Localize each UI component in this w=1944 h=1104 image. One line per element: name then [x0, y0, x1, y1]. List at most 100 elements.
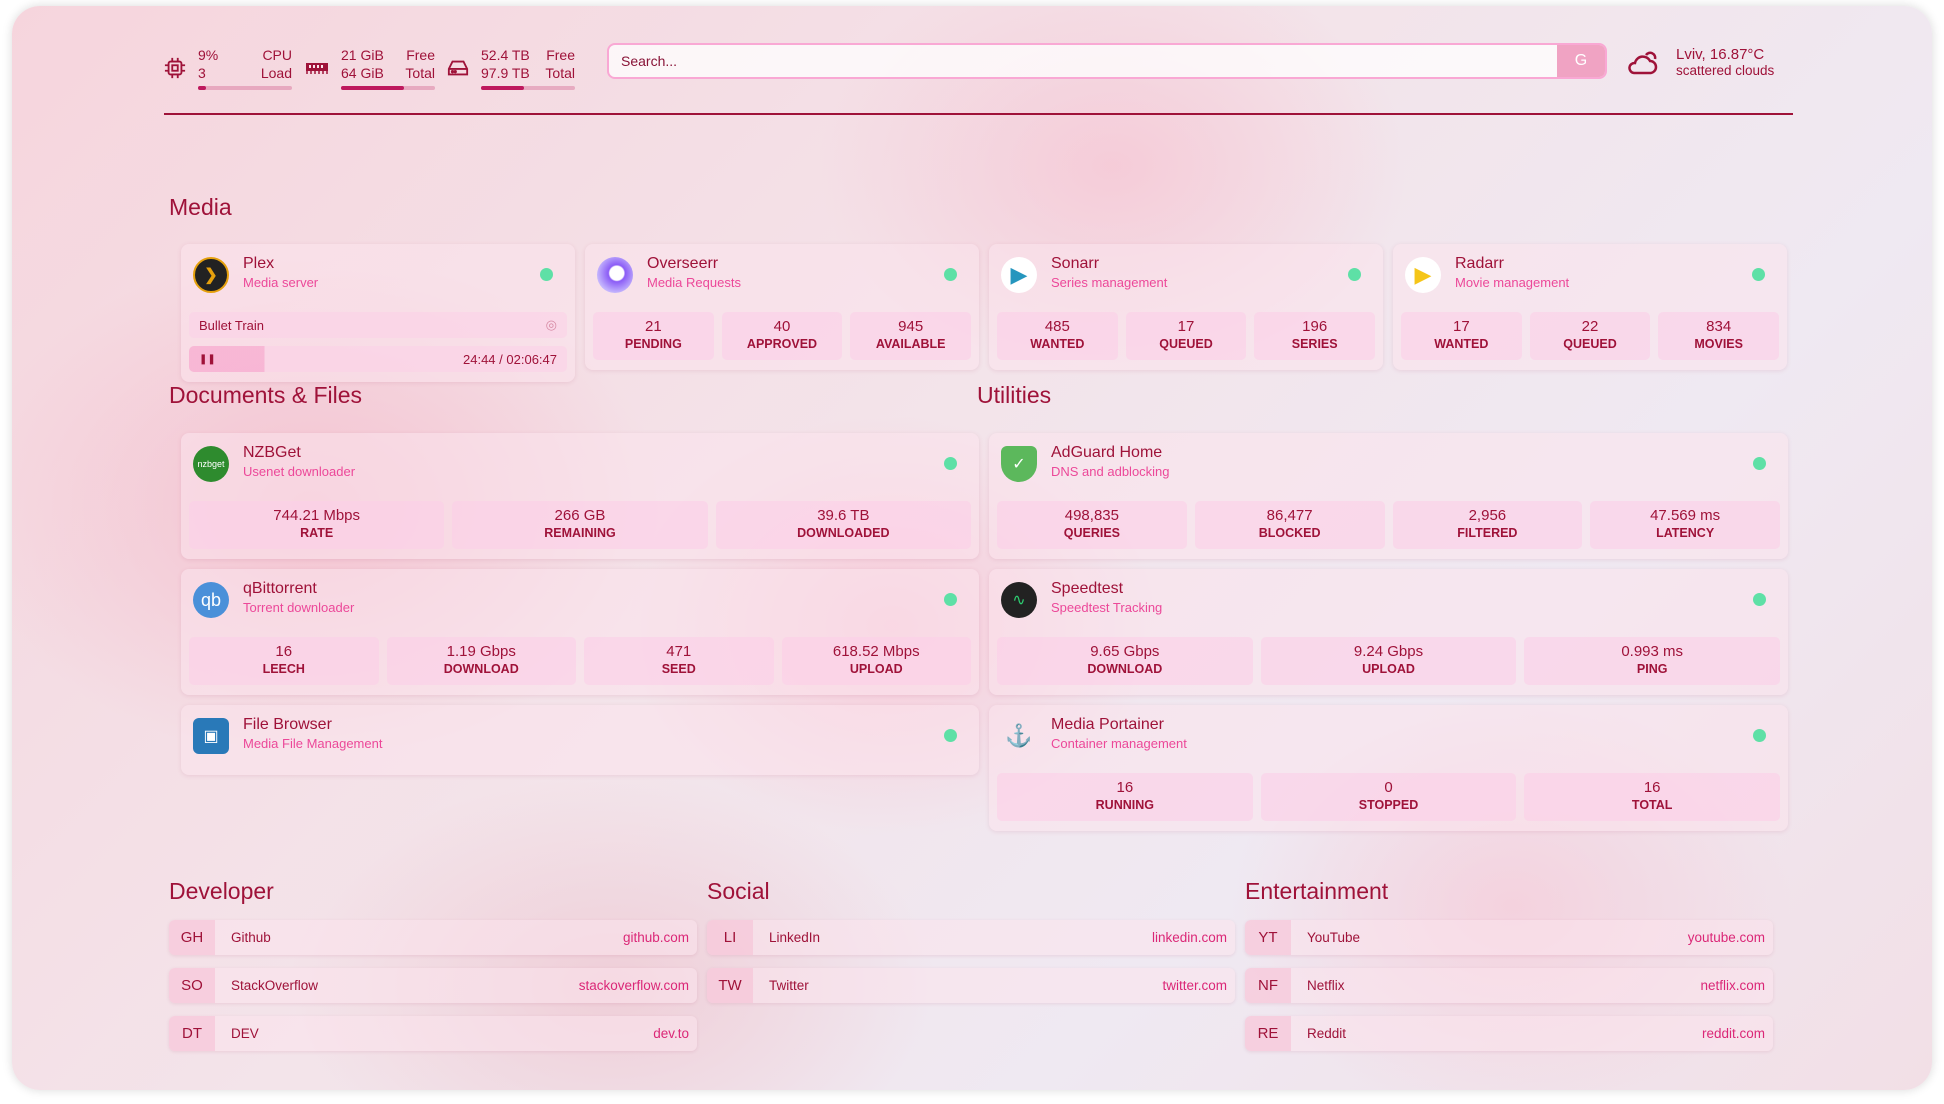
plex-card[interactable]: ❯ Plex Media server Bullet Train ◎ ❚❚ 24:44 / … [181, 244, 575, 382]
stat-block: 485 WANTED [997, 312, 1118, 360]
service-name[interactable]: Sonarr [1051, 255, 1100, 272]
stat-block: 834 MOVIES [1658, 312, 1780, 360]
bookmark-name: DEV [231, 1026, 259, 1041]
stat-value: 485 [1044, 318, 1070, 335]
bookmark-netflix[interactable]: NF Netflix netflix.com [1245, 968, 1773, 1003]
service-name[interactable]: Plex [243, 255, 275, 272]
adguard-shield-icon: ✓ [1001, 446, 1037, 482]
service-description: Usenet downloader [243, 464, 356, 479]
memory-icon [306, 63, 328, 74]
hard-drive-icon [447, 60, 469, 76]
service-description: Media server [243, 275, 319, 290]
speedtest-card[interactable]: ∿ Speedtest Speedtest Tracking 9.65 Gbps DOW… [989, 569, 1788, 695]
card-text: Overseerr Media Requests [647, 254, 741, 292]
stat-label: REMAINING [544, 526, 616, 540]
service-name[interactable]: Radarr [1455, 255, 1504, 272]
card-text: AdGuard Home DNS and adblocking [1051, 443, 1170, 481]
nzbget-card[interactable]: nzbget NZBGet Usenet downloader 744.21 Mbps… [181, 433, 979, 559]
bookmark-url[interactable]: youtube.com [1687, 930, 1765, 945]
stat-block: 22 QUEUED [1529, 312, 1651, 360]
file-browser-icon: ▣ [193, 718, 229, 754]
now-playing-title-row[interactable]: Bullet Train ◎ [189, 312, 567, 338]
service-name[interactable]: Media Portainer [1051, 716, 1164, 733]
stat-block: 39.6 TB DOWNLOADED [715, 501, 971, 549]
stat-block: 17 WANTED [1401, 312, 1522, 360]
section-social: Social [707, 878, 770, 904]
weather-condition: scattered clouds [1676, 63, 1775, 78]
stats-row: 498,835 QUERIES 86,477 BLOCKED 2,956 FILTERED… [997, 501, 1780, 549]
card-header: ▶ Radarr Movie management [1401, 254, 1779, 304]
stat-label: FILTERED [1457, 526, 1518, 540]
bookmark-url[interactable]: reddit.com [1701, 1026, 1765, 1041]
bookmark-abbreviation: SO [169, 968, 215, 1003]
service-name[interactable]: Speedtest [1051, 580, 1124, 597]
search-input[interactable] [609, 45, 1557, 77]
bookmark-github[interactable]: GH Github github.com [169, 920, 697, 955]
bookmark-stackoverflow[interactable]: SO StackOverflow stackoverflow.com [169, 968, 697, 1003]
stat-block: 0.993 ms PING [1524, 637, 1781, 685]
bookmark-url[interactable]: github.com [622, 930, 689, 945]
status-indicator [944, 729, 957, 742]
status-indicator [1348, 268, 1361, 281]
bookmark-url[interactable]: twitter.com [1162, 978, 1227, 993]
status-indicator [944, 593, 957, 606]
stat-value: 40 [773, 318, 791, 335]
bookmark-name: Netflix [1307, 978, 1345, 993]
pause-icon[interactable]: ❚❚ [199, 353, 216, 365]
cpu-widget: 9% CPU 3 Load [164, 46, 292, 90]
service-name[interactable]: Overseerr [647, 255, 719, 272]
bookmark-url[interactable]: netflix.com [1700, 978, 1765, 993]
search-provider-button[interactable]: G [1557, 45, 1605, 77]
stat-value: 47.569 ms [1650, 507, 1721, 524]
cpu-icon [164, 57, 186, 79]
stat-label: SERIES [1291, 337, 1338, 351]
qbittorrent-icon: qb [193, 582, 229, 618]
card-header: ⚓ Media Portainer Container management [997, 715, 1780, 765]
bookmark-dev[interactable]: DT DEV dev.to [169, 1016, 697, 1051]
file-browser-card[interactable]: ▣ File Browser Media File Management [181, 705, 979, 775]
service-name[interactable]: NZBGet [243, 444, 301, 461]
stat-block: 40 APPROVED [721, 312, 843, 360]
status-indicator [944, 457, 957, 470]
bookmark-url[interactable]: stackoverflow.com [578, 978, 689, 993]
service-name[interactable]: File Browser [243, 716, 332, 733]
stat-label: PENDING [624, 337, 682, 351]
stat-value: 86,477 [1266, 507, 1313, 524]
section-media: Media [169, 194, 232, 220]
service-name[interactable]: qBittorrent [243, 580, 317, 597]
stat-block: 196 SERIES [1254, 312, 1376, 360]
stat-value: 16 [1643, 779, 1661, 796]
qbittorrent-card[interactable]: qb qBittorrent Torrent downloader 16 LEECH 1.… [181, 569, 979, 695]
adguard-home-card[interactable]: ✓ AdGuard Home DNS and adblocking 498,835 QU… [989, 433, 1788, 559]
radarr-card[interactable]: ▶ Radarr Movie management 17 WANTED 22 QUEUED 8… [1393, 244, 1787, 370]
stat-label: UPLOAD [849, 662, 903, 676]
service-description: Speedtest Tracking [1051, 600, 1163, 615]
bookmark-url[interactable]: dev.to [653, 1026, 689, 1041]
stat-value: 0.993 ms [1621, 643, 1684, 660]
stats-row: 744.21 Mbps RATE 266 GB REMAINING 39.6 TB DOW… [189, 501, 971, 549]
stat-label: DOWNLOAD [1087, 662, 1163, 676]
media-portainer-card[interactable]: ⚓ Media Portainer Container management 16 RU… [989, 705, 1788, 831]
stat-block: 16 TOTAL [1524, 773, 1781, 821]
memory-widget: 21 GiB Free 64 GiB Total [305, 46, 435, 90]
service-description: DNS and adblocking [1051, 464, 1170, 479]
overseerr-card[interactable]: Overseerr Media Requests 21 PENDING 40 APPROV… [585, 244, 979, 370]
bookmark-linkedin[interactable]: LI LinkedIn linkedin.com [707, 920, 1235, 955]
bookmark-url[interactable]: linkedin.com [1151, 930, 1227, 945]
sonarr-card[interactable]: ▶ Sonarr Series management 485 WANTED 17 QUEUE… [989, 244, 1383, 370]
bookmark-twitter[interactable]: TW Twitter twitter.com [707, 968, 1235, 1003]
memory-total-label: Total [405, 65, 435, 81]
stat-block: 266 GB REMAINING [452, 501, 708, 549]
stat-block: 16 LEECH [189, 637, 379, 685]
memory-bar [341, 86, 435, 90]
stat-label: QUEUED [1563, 337, 1617, 351]
service-name[interactable]: AdGuard Home [1051, 444, 1163, 461]
bookmark-youtube[interactable]: YT YouTube youtube.com [1245, 920, 1773, 955]
bookmark-abbreviation: NF [1245, 968, 1291, 1003]
settings-icon[interactable]: ◎ [545, 317, 557, 332]
disk-total-label: Total [545, 65, 575, 81]
card-header: ▶ Sonarr Series management [997, 254, 1375, 304]
disk-free: 52.4 TB [481, 47, 530, 63]
stat-value: 266 GB [554, 507, 606, 524]
bookmark-reddit[interactable]: RE Reddit reddit.com [1245, 1016, 1773, 1051]
